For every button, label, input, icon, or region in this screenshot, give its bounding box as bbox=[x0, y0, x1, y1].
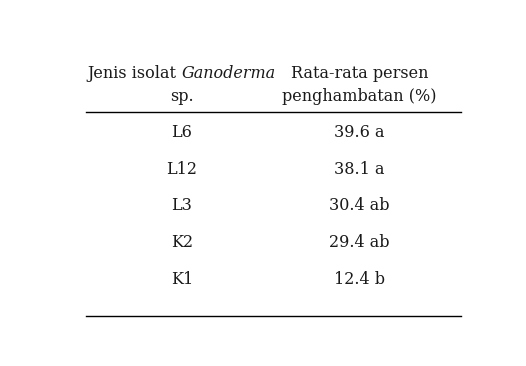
Text: Ganoderma: Ganoderma bbox=[182, 65, 276, 82]
Text: 39.6 a: 39.6 a bbox=[334, 124, 385, 141]
Text: 38.1 a: 38.1 a bbox=[334, 161, 385, 178]
Text: Rata-rata persen: Rata-rata persen bbox=[290, 65, 428, 82]
Text: sp.: sp. bbox=[170, 87, 194, 105]
Text: L12: L12 bbox=[166, 161, 197, 178]
Text: 30.4 ab: 30.4 ab bbox=[329, 198, 390, 214]
Text: 12.4 b: 12.4 b bbox=[334, 271, 385, 288]
Text: Jenis isolat: Jenis isolat bbox=[88, 65, 182, 82]
Text: L6: L6 bbox=[171, 124, 193, 141]
Text: penghambatan (%): penghambatan (%) bbox=[282, 87, 437, 105]
Text: K2: K2 bbox=[171, 234, 193, 251]
Text: 29.4 ab: 29.4 ab bbox=[329, 234, 390, 251]
Text: K1: K1 bbox=[171, 271, 193, 288]
Text: L3: L3 bbox=[171, 198, 193, 214]
